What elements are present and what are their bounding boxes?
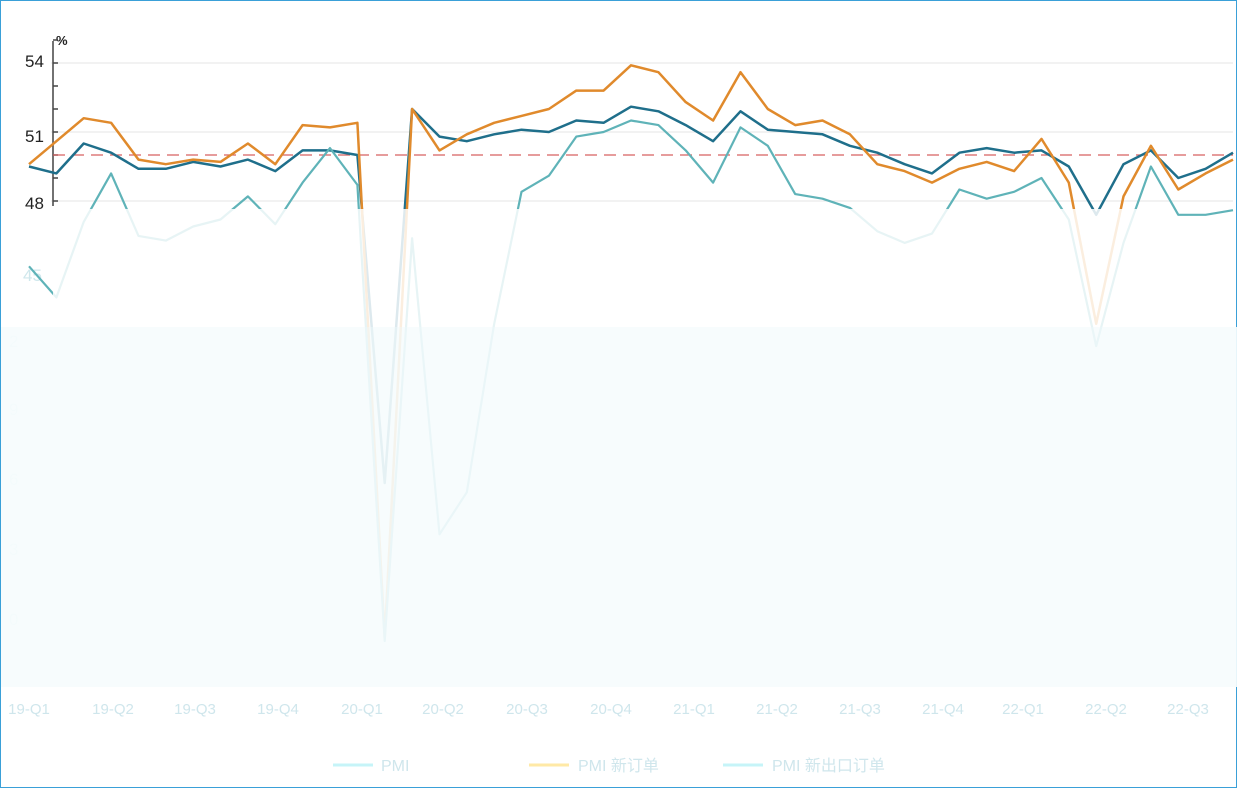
x-tick-label: 19-Q2 <box>92 701 134 718</box>
legend-label-1: PMI <box>381 758 409 775</box>
x-tick-label: 19-Q3 <box>174 701 216 718</box>
x-tick-label: 21-Q4 <box>922 701 964 718</box>
legend-label-2: PMI 新订单 <box>578 757 659 775</box>
x-tick-label: 22-Q2 <box>1085 701 1127 718</box>
x-tick-label: 19-Q1 <box>8 701 50 718</box>
legend-label-3: PMI 新出口订单 <box>772 757 885 775</box>
series-layer <box>1 64 1237 687</box>
y-tick-label: 45 <box>23 266 42 285</box>
series-line-2 <box>28 64 1234 640</box>
x-tick-label: 21-Q1 <box>673 701 715 718</box>
x-tick-label: 22-Q1 <box>1002 701 1044 718</box>
legend: PMI PMI 新订单 PMI 新出口订单 <box>333 757 885 775</box>
grid-layer <box>51 62 1233 202</box>
x-tick-label: 21-Q3 <box>839 701 881 718</box>
x-tick-label: 22-Q3 <box>1167 701 1209 718</box>
y-axis-unit-label: % <box>56 33 68 48</box>
x-tick-label: 21-Q2 <box>756 701 798 718</box>
y-tick-label: 48 <box>25 194 44 213</box>
x-tick-label: 19-Q4 <box>257 701 299 718</box>
x-tick-label: 20-Q1 <box>341 701 383 718</box>
x-tick-label: 20-Q4 <box>590 701 632 718</box>
fade-overlay-lower <box>1 327 1237 687</box>
x-tick-label: 20-Q3 <box>506 701 548 718</box>
y-tick-label: 51 <box>25 127 44 146</box>
fade-overlay-upper <box>53 209 1163 327</box>
x-tick-label: 20-Q2 <box>422 701 464 718</box>
x-axis-ticks: 19-Q1 19-Q2 19-Q3 19-Q4 20-Q1 20-Q2 20-Q3 20-Q4… <box>8 701 1209 718</box>
y-tick-label: 54 <box>25 52 44 71</box>
